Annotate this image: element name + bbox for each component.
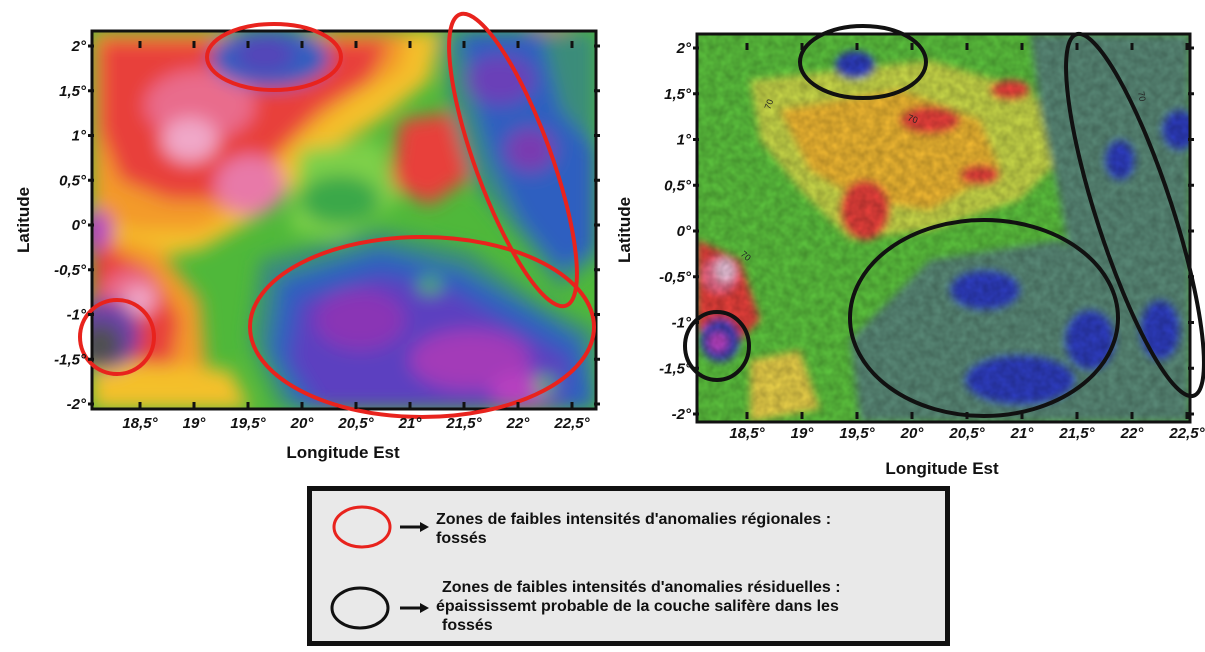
regional-y-axis: 2° 1,5° 1° 0,5° 0° -0,5° -1° -1,5° -2° (54, 38, 600, 413)
residual-low-intensity-zones (683, 24, 1205, 418)
x-tick-label: 19,5° (230, 415, 266, 432)
legend-symbols (330, 505, 429, 630)
zone-ellipse-east (447, 11, 579, 309)
x-tick-label: 21° (398, 415, 423, 432)
x-tick-label: 22° (506, 415, 531, 432)
y-tick-label: -1,5° (659, 360, 692, 377)
zone-ellipse-south (248, 235, 596, 419)
legend-item-regional-line2: fossés (436, 530, 487, 547)
x-tick-label: 20° (290, 415, 315, 432)
contour-label: 70 (1136, 91, 1148, 103)
y-tick-label: 0° (677, 223, 692, 240)
y-tick-label: 1,5° (59, 83, 87, 100)
residual-x-axis: 18,5° 19° 19,5° 20° 20,5° 21° 21,5° 22° 22,5° (729, 43, 1205, 442)
legend-arrowhead-icon (420, 522, 429, 532)
x-tick-label: 19,5° (839, 425, 875, 442)
legend-item-residual: Zones de faibles intensités d'anomalies … (436, 578, 841, 635)
residual-x-axis-title: Longitude Est (885, 459, 999, 478)
y-tick-label: 0,5° (664, 177, 692, 194)
legend-item-residual-line2: épaississemt probable de la couche salif… (436, 598, 839, 615)
zone-ellipse-south (848, 218, 1120, 418)
legend-item-regional: Zones de faibles intensités d'anomalies … (436, 510, 831, 548)
regional-map-svg: 2°1,5°1°0,5°0°-0,5°-1°-1,5°-2° 18,5° 19° 1… (14, 11, 600, 462)
regional-y-axis-title: Latitude (14, 187, 33, 253)
x-tick-label: 21° (1010, 425, 1035, 442)
legend: Zones de faibles intensités d'anomalies … (307, 486, 950, 646)
x-tick-label: 18,5° (729, 425, 765, 442)
legend-arrowhead-icon (420, 603, 429, 613)
legend-item-regional-line1: Zones de faibles intensités d'anomalies … (436, 511, 832, 528)
y-tick-label: 2° (71, 38, 87, 55)
y-tick-label: 0,5° (59, 172, 87, 189)
y-tick-label: 1,5° (664, 86, 692, 103)
x-tick-label: 22,5° (1168, 425, 1205, 442)
regional-anomaly-raster (92, 31, 596, 409)
y-tick-label: -2° (672, 406, 692, 423)
residual-map-svg: 70 70 70 70 2° 1,5° 1° 0,5° 0° -0,5° -1° -1,5° -… (615, 24, 1205, 478)
x-tick-label: 22,5° (553, 415, 590, 432)
x-tick-label: 19° (791, 425, 815, 442)
zone-ellipse-southwest (78, 298, 156, 376)
y-tick-label: -1° (67, 307, 87, 324)
residual-anomaly-raster (697, 34, 1190, 422)
y-tick-label: -0,5° (659, 269, 692, 286)
y-tick-label: 1° (677, 132, 692, 149)
residual-map-frame (695, 32, 1192, 424)
y-tick-label: -1,5° (54, 351, 87, 368)
x-tick-label: 22° (1120, 425, 1145, 442)
residual-y-axis-title: Latitude (615, 197, 634, 263)
x-tick-label: 21,5° (445, 415, 482, 432)
legend-red-ellipse-icon (332, 505, 392, 549)
x-tick-label: 20° (900, 425, 925, 442)
y-tick-label: 1° (72, 128, 87, 145)
zone-ellipse-east (1064, 31, 1205, 399)
x-tick-label: 20,5° (948, 425, 985, 442)
residual-anomaly-map: 70 70 70 70 2° 1,5° 1° 0,5° 0° -0,5° -1° -1,5° -… (600, 0, 1205, 480)
zone-ellipse-north (798, 24, 928, 100)
zone-ellipse-north (205, 22, 343, 92)
x-tick-label: 21,5° (1058, 425, 1095, 442)
x-tick-label: 20,5° (337, 415, 374, 432)
legend-item-residual-line1: Zones de faibles intensités d'anomalies … (442, 579, 841, 596)
y-tick-label: 2° (676, 40, 692, 57)
regional-x-axis-title: Longitude Est (286, 443, 400, 462)
regional-x-axis: 18,5° 19° 19,5° 20° 20,5° 21° 21,5° 22° 22,5° (122, 41, 591, 432)
y-tick-label: -2° (67, 396, 87, 413)
y-tick-label: -1° (672, 315, 692, 332)
x-tick-label: 19° (183, 415, 207, 432)
zone-ellipse-southwest (683, 310, 751, 382)
contour-label: 70 (762, 98, 775, 111)
residual-y-axis: 2° 1,5° 1° 0,5° 0° -0,5° -1° -1,5° -2° (659, 40, 1194, 423)
regional-low-intensity-zones (78, 11, 596, 419)
legend-item-residual-line3: fossés (442, 617, 493, 634)
legend-black-ellipse-icon (330, 586, 390, 630)
contour-label: 70 (906, 112, 919, 125)
x-tick-label: 18,5° (122, 415, 158, 432)
regional-anomaly-map: 2° 1,5° 1° 0,5° 0° -0,5° -1° -1,5° -2° 18,5° 19° 1… (0, 0, 600, 470)
contour-label: 70 (739, 249, 753, 263)
y-tick-label: 0° (72, 217, 87, 234)
y-tick-label: -0,5° (54, 262, 87, 279)
